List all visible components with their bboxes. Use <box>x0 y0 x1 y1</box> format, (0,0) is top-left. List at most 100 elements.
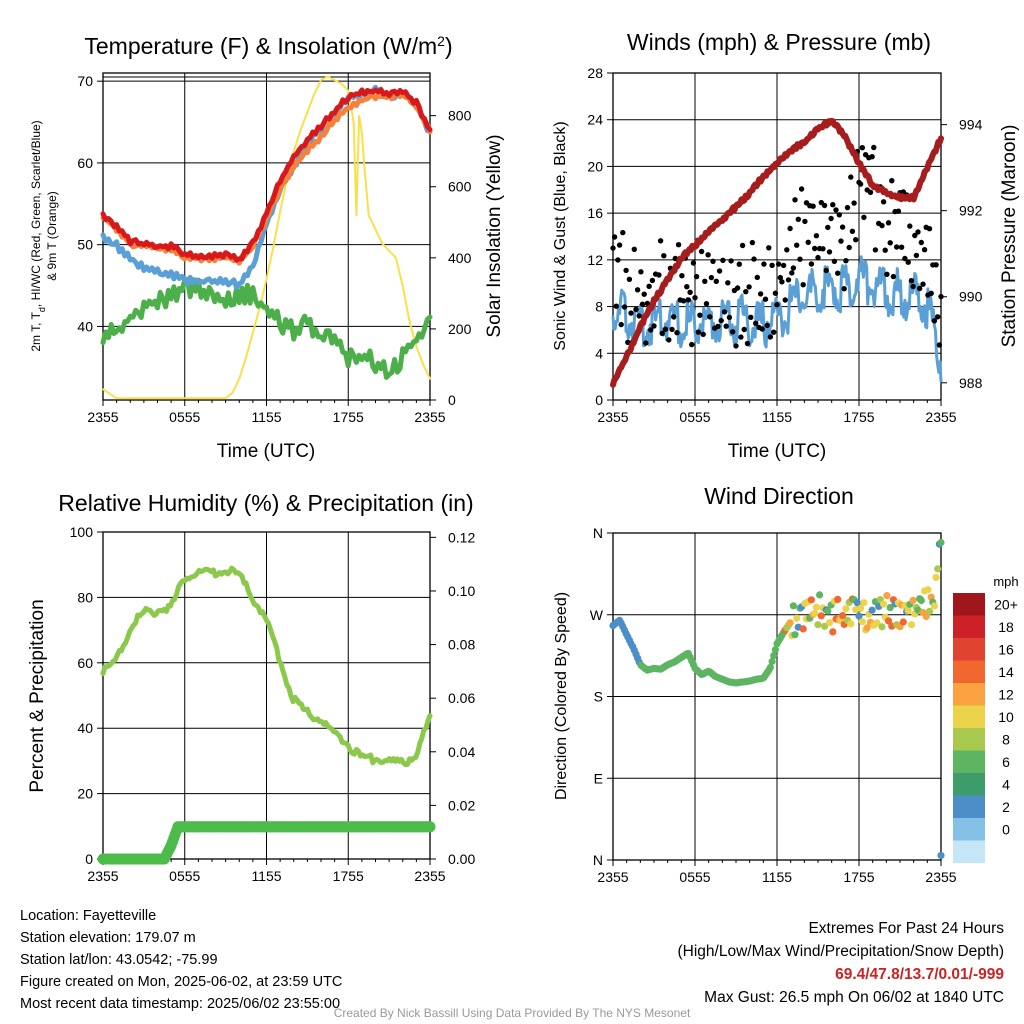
legend-label: 8 <box>1002 732 1010 748</box>
gust-point <box>826 249 833 255</box>
gust-point <box>718 317 724 324</box>
x-tick-label: 1755 <box>333 409 364 425</box>
gust-point <box>769 262 775 268</box>
gust-point <box>843 258 849 264</box>
gust-point <box>887 240 893 246</box>
gust-point <box>698 248 705 255</box>
series-line-t2m <box>100 87 433 263</box>
gust-point <box>902 255 908 262</box>
gust-point <box>700 331 706 337</box>
x-axis-label: Time (UTC) <box>728 441 827 462</box>
gust-point <box>611 234 618 240</box>
gust-point <box>885 220 892 226</box>
extremes-subtitle: (High/Low/Max Wind/Precipitation/Snow De… <box>677 943 1005 960</box>
direction-point <box>839 612 847 620</box>
gust-point <box>680 298 687 304</box>
gust-point <box>798 186 805 192</box>
gust-point <box>841 286 847 292</box>
x-axis-label: Time (UTC) <box>217 441 316 462</box>
y-axis-label-rest: , HI/WC (Red, Green, Scarlet/Blue) <box>29 120 43 307</box>
gust-point <box>685 297 692 303</box>
gust-point <box>721 309 728 315</box>
gust-point <box>772 290 779 296</box>
gust-point <box>636 313 642 319</box>
title-superscript: 2 <box>437 33 445 49</box>
y-axis-label: Direction (Colored By Speed) <box>553 592 570 800</box>
gust-point <box>621 304 628 310</box>
direction-point <box>789 602 798 610</box>
gust-point <box>741 326 747 333</box>
gust-point <box>800 282 806 288</box>
direction-point <box>884 617 893 625</box>
gust-point <box>662 326 669 332</box>
gust-point <box>813 233 820 239</box>
gust-point <box>789 270 795 276</box>
gust-point <box>848 174 854 180</box>
gust-point <box>785 277 792 283</box>
y-tick-label: 24 <box>587 112 603 128</box>
y-right-tick-label: 0.04 <box>448 744 475 760</box>
direction-point <box>766 663 775 672</box>
credit-text: Created By Nick Bassill Using Data Provi… <box>333 1006 691 1020</box>
gust-point <box>890 273 897 280</box>
gust-point <box>774 302 780 308</box>
gust-point <box>613 303 619 309</box>
series-line-pressure <box>610 117 944 388</box>
legend-label: 2 <box>1002 799 1010 815</box>
gust-point <box>894 244 900 250</box>
direction-point <box>824 607 832 615</box>
direction-point <box>793 614 801 622</box>
station-info: Location: Fayetteville Station elevation… <box>20 905 342 1015</box>
y-right-tick-label: 0.10 <box>448 583 475 599</box>
legend-swatch <box>953 660 985 683</box>
gust-point <box>656 272 662 278</box>
gust-point <box>846 244 852 251</box>
gust-point <box>784 247 790 253</box>
y-right-tick-label: 0.00 <box>448 851 475 867</box>
gust-point <box>646 283 652 289</box>
gust-point <box>730 329 736 335</box>
direction-point <box>816 591 824 599</box>
x-tick-label: 2355 <box>597 409 628 425</box>
gust-point <box>828 215 834 222</box>
legend-swatch <box>953 840 985 863</box>
y-tick-label: 100 <box>70 524 94 540</box>
direction-point <box>925 607 934 616</box>
direction-point <box>934 565 942 573</box>
x-tick-label: 1155 <box>251 409 281 425</box>
recent-data-text: Most recent data timestamp: 2025/06/02 2… <box>20 996 341 1012</box>
y-right-tick-label: 992 <box>959 203 983 219</box>
legend-swatch <box>953 728 985 751</box>
legend-label: 0 <box>1002 822 1010 838</box>
y-tick-label: N <box>593 525 603 541</box>
gust-point <box>908 278 915 284</box>
y-tick-label: 40 <box>77 318 93 334</box>
direction-point <box>825 619 834 627</box>
gust-point <box>684 284 690 290</box>
gust-point <box>844 204 851 211</box>
gust-point <box>867 189 874 195</box>
series-line-rh <box>100 565 433 768</box>
direction-point <box>924 586 932 594</box>
gust-point <box>671 314 677 320</box>
gust-point <box>659 330 665 336</box>
created-text: Figure created on Mon, 2025-06-02, at 23… <box>20 974 343 990</box>
gust-point <box>802 218 808 225</box>
y-axis-label: 2m T, Td, HI/WC (Red, Green, Scarlet/Blu… <box>29 120 47 351</box>
gust-point <box>926 226 933 232</box>
y-tick-label: 80 <box>77 589 93 605</box>
legend-label: 16 <box>998 642 1014 658</box>
y-right-tick-label: 600 <box>448 179 472 195</box>
extremes-values: 69.4/47.8/13.7/0.01/-999 <box>835 966 1004 983</box>
legend-swatch <box>953 638 985 661</box>
gust-point <box>907 223 913 229</box>
gust-point <box>880 199 887 205</box>
x-tick-label: 2355 <box>414 409 445 425</box>
gust-point <box>764 322 770 329</box>
gust-point <box>734 285 741 291</box>
gust-point <box>871 144 877 151</box>
direction-point <box>937 851 945 860</box>
gust-point <box>710 258 716 264</box>
y-tick-label: 60 <box>77 155 93 171</box>
